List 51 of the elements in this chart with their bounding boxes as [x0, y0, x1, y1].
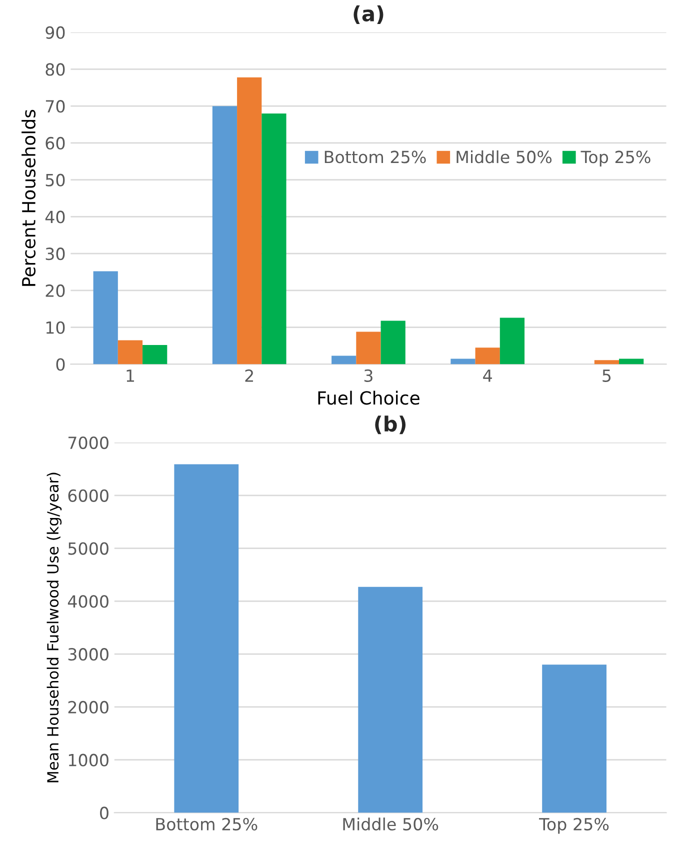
y-tick-label: 30 — [46, 248, 65, 260]
y-tick-label: 0 — [100, 806, 108, 820]
y-tick-label: 5000 — [68, 542, 108, 555]
chart-title: (a) — [354, 5, 384, 24]
y-tick-label: 90 — [46, 26, 65, 39]
y-tick-label: 20 — [46, 284, 65, 298]
bar — [212, 106, 238, 364]
y-tick-label: 70 — [46, 100, 65, 113]
x-tick-label: 1 — [126, 370, 134, 382]
bar — [542, 664, 606, 813]
y-tick-label: 50 — [46, 174, 65, 186]
bar — [356, 332, 381, 364]
bar — [380, 320, 406, 364]
y-tick-label: 40 — [45, 210, 65, 224]
x-axis-title: Fuel Choice — [318, 390, 420, 405]
bar — [93, 271, 118, 364]
bar — [358, 586, 423, 813]
y-axis-title: Percent Households — [22, 110, 36, 286]
bar — [450, 358, 476, 364]
x-tick-label: Middle 50% — [343, 818, 438, 830]
legend-label: Middle 50% — [456, 150, 552, 164]
bar — [332, 356, 356, 364]
y-tick-label: 1000 — [68, 754, 108, 766]
y-tick-label: 10 — [46, 321, 65, 334]
y-tick-label: 2000 — [68, 700, 108, 714]
bar — [237, 77, 262, 364]
bar — [118, 340, 143, 364]
x-tick-label: 3 — [364, 369, 372, 382]
y-tick-label: 80 — [46, 63, 65, 76]
x-tick-label: 5 — [602, 370, 611, 382]
legend-label: Bottom 25% — [324, 150, 426, 164]
bar — [142, 345, 168, 364]
x-tick-label: 2 — [245, 369, 253, 382]
y-tick-label: 60 — [46, 136, 65, 150]
y-tick-label: 3000 — [68, 648, 108, 661]
y-tick-label: 0 — [56, 358, 65, 371]
legend-label: Top 25% — [580, 150, 650, 167]
x-tick-label: Top 25% — [539, 818, 609, 834]
y-tick-label: 7000 — [68, 436, 108, 450]
bar — [174, 464, 239, 813]
x-tick-label: 4 — [483, 370, 492, 382]
y-axis-title: Mean Household Fuelwood Use (kg/year) — [46, 472, 62, 782]
chart-title: (b) — [375, 416, 406, 434]
bar — [619, 358, 644, 364]
y-tick-label: 4000 — [68, 595, 108, 608]
x-tick-label: Bottom 25% — [156, 818, 258, 830]
bar — [594, 360, 620, 364]
y-tick-label: 6000 — [68, 489, 108, 502]
bar — [262, 113, 286, 364]
bar — [475, 348, 500, 364]
bar — [500, 318, 525, 364]
